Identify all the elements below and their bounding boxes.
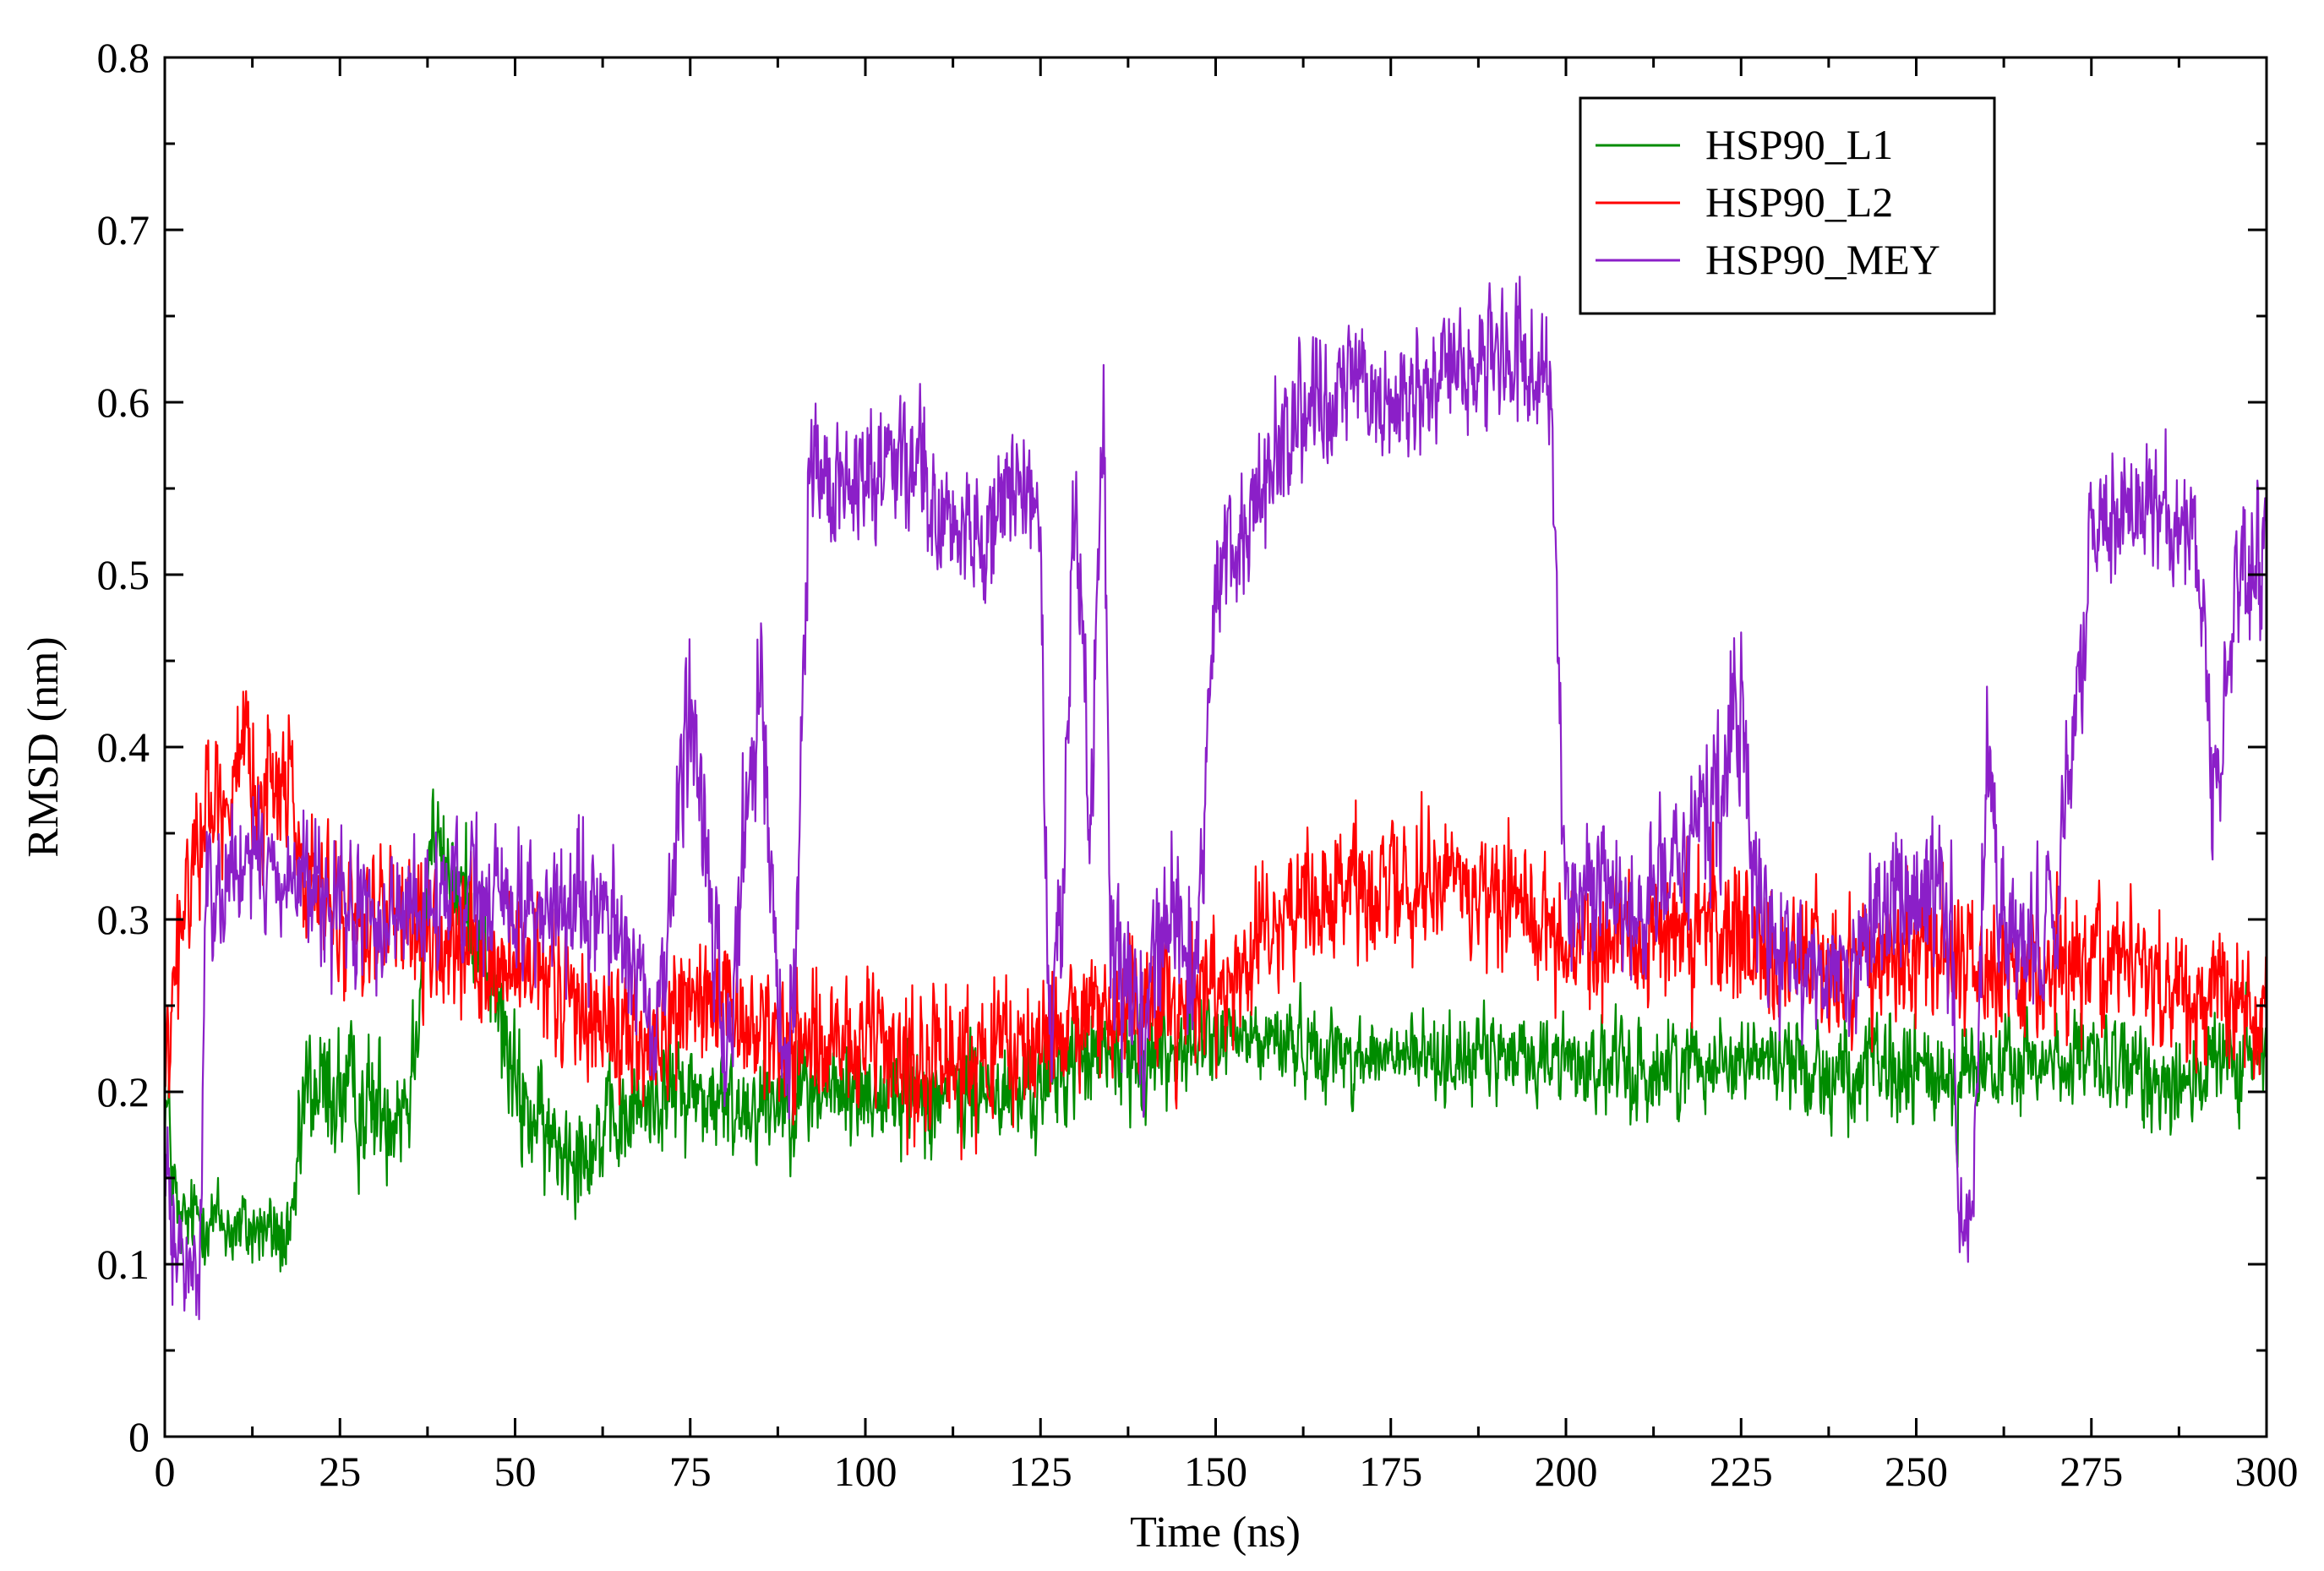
legend-label-l1: HSP90_L1 xyxy=(1705,121,1893,168)
x-tick-label: 225 xyxy=(1710,1448,1773,1495)
x-tick-label: 150 xyxy=(1184,1448,1247,1495)
x-axis-title: Time (ns) xyxy=(1130,1508,1301,1557)
x-tick-label: 100 xyxy=(834,1448,897,1495)
x-tick-label: 0 xyxy=(155,1448,176,1495)
x-tick-label: 25 xyxy=(319,1448,361,1495)
y-tick-label: 0.2 xyxy=(97,1068,150,1116)
y-tick-label: 0 xyxy=(128,1413,150,1460)
x-tick-label: 75 xyxy=(669,1448,712,1495)
x-tick-label: 275 xyxy=(2059,1448,2123,1495)
series-layer xyxy=(163,275,2268,1321)
y-axis-title: RMSD (nm) xyxy=(19,636,68,857)
legend-label-l2: HSP90_L2 xyxy=(1705,178,1893,226)
y-tick-label: 0.3 xyxy=(97,896,150,943)
x-axis: 0 25 50 75 100 125 150 175 200 225 250 275 300 xyxy=(155,57,2299,1495)
x-tick-label: 250 xyxy=(1885,1448,1948,1495)
x-tick-label: 300 xyxy=(2235,1448,2299,1495)
y-tick-label: 0.4 xyxy=(97,723,150,771)
y-axis: 0 0.1 0.2 0.3 0.4 0.5 0.6 0.7 0.8 xyxy=(97,34,2267,1460)
y-tick-label: 0.6 xyxy=(97,379,150,426)
y-tick-label: 0.7 xyxy=(97,206,150,254)
y-tick-label: 0.8 xyxy=(97,34,150,81)
legend-label-mey: HSP90_MEY xyxy=(1705,236,1940,283)
series-line-hsp90-mey xyxy=(163,275,2268,1321)
x-tick-label: 50 xyxy=(494,1448,537,1495)
legend-box xyxy=(1579,96,1996,315)
x-tick-label: 125 xyxy=(1009,1448,1072,1495)
y-tick-label: 0.5 xyxy=(97,551,150,598)
x-tick-label: 175 xyxy=(1359,1448,1422,1495)
y-tick-label: 0.1 xyxy=(97,1241,150,1288)
legend: HSP90_L1 HSP90_L2 HSP90_MEY xyxy=(1579,96,1996,315)
series-line-hsp90-l2 xyxy=(163,690,2268,1161)
x-tick-label: 200 xyxy=(1535,1448,1598,1495)
